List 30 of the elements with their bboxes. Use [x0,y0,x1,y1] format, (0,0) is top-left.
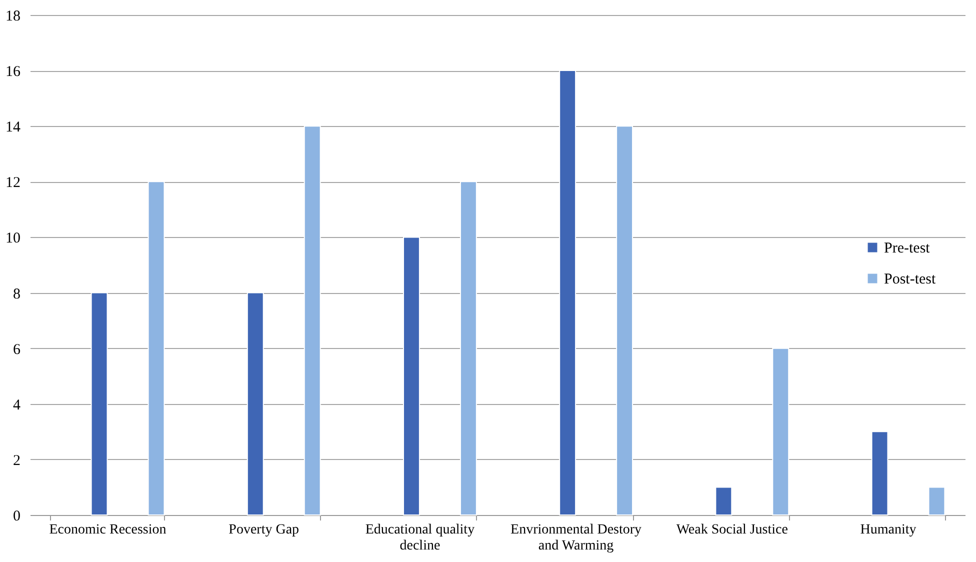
x-tick-label: Envrionmental Destory and Warming [510,522,642,554]
bar [246,292,264,516]
y-tick-label: 4 [13,397,21,414]
bar [616,126,634,516]
x-tick-label: Weak Social Justice [676,522,788,538]
x-tick-label: Poverty Gap [228,522,300,538]
bar [715,486,732,516]
y-tick-label: 12 [6,175,20,192]
bar [460,181,477,516]
x-tick-label: Economic Recession [49,522,166,538]
bar [304,126,321,516]
y-tick-label: 16 [6,64,21,80]
y-tick-label: 8 [13,286,20,302]
legend-label: Post-test [884,272,937,288]
y-tick-label: 0 [13,508,20,524]
y-tick-label: 6 [13,342,21,358]
bar [148,181,165,516]
bar [90,292,108,516]
x-tick-label: Educational quality decline [365,522,475,554]
y-tick-label: 18 [6,8,20,24]
bar [403,236,420,516]
x-tick-label: Humanity [860,522,916,538]
bar [559,70,576,516]
legend-label: Pre-test [884,240,931,256]
bar [772,348,790,516]
bar [928,486,946,516]
y-tick-label: 10 [6,230,20,247]
y-tick-label: 14 [6,120,21,136]
bar [871,431,888,516]
y-tick-label: 2 [13,452,20,469]
